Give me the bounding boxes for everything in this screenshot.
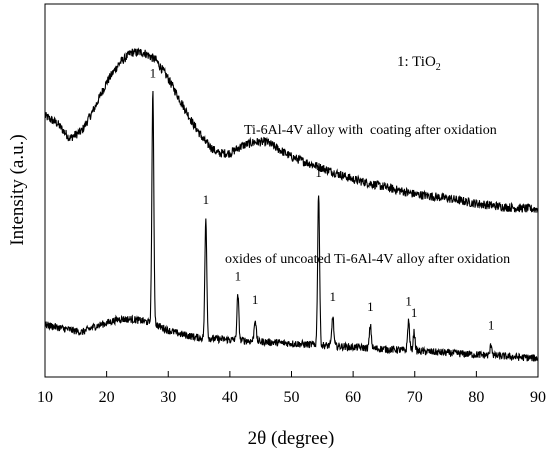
peak-label: 1 bbox=[488, 317, 495, 332]
x-tick-label: 40 bbox=[222, 389, 238, 406]
peak-label: 1 bbox=[411, 305, 418, 320]
peak-label: 1 bbox=[315, 165, 322, 180]
x-axis-label: 2θ (degree) bbox=[248, 428, 335, 449]
series-label-coated: Ti-6Al-4V alloy with coating after oxida… bbox=[244, 123, 497, 138]
x-tick-label: 90 bbox=[530, 389, 546, 406]
x-tick-label: 80 bbox=[468, 389, 484, 406]
series-label-uncoated: oxides of uncoated Ti-6Al-4V alloy after… bbox=[225, 252, 510, 267]
peak-label: 1 bbox=[367, 299, 374, 314]
peak-label: 1 bbox=[203, 192, 210, 207]
series-line-uncoated bbox=[44, 91, 539, 362]
x-tick-label: 60 bbox=[345, 389, 361, 406]
x-tick-label: 50 bbox=[284, 389, 300, 406]
legend-marker: 1 bbox=[397, 54, 405, 70]
peak-label: 1 bbox=[235, 268, 242, 283]
peak-label: 1 bbox=[150, 66, 157, 81]
legend-text: 1: TiO2 bbox=[397, 54, 441, 73]
series-group bbox=[44, 47, 539, 362]
series-line-coated bbox=[44, 47, 539, 213]
x-tick-label: 20 bbox=[99, 389, 115, 406]
x-axis-ticks: 10 20 30 40 50 60 70 80 90 bbox=[37, 371, 546, 406]
x-tick-label: 10 bbox=[37, 389, 53, 406]
legend-subscript: 2 bbox=[436, 62, 441, 73]
peak-label: 1 bbox=[330, 289, 337, 304]
peak-label: 1 bbox=[405, 294, 412, 309]
legend-sep: : bbox=[405, 54, 413, 70]
legend-compound: TiO bbox=[412, 54, 436, 70]
y-axis-label: Intensity (a.u.) bbox=[7, 134, 28, 245]
x-tick-label: 30 bbox=[160, 389, 176, 406]
x-tick-label: 70 bbox=[407, 389, 423, 406]
peak-label: 1 bbox=[252, 292, 259, 307]
